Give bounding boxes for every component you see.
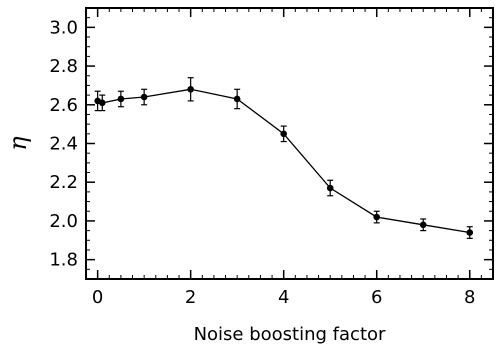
y-tick-label: 1.8	[49, 250, 78, 271]
data-point	[373, 213, 381, 221]
series-group	[94, 77, 474, 239]
plot-frame	[85, 7, 494, 280]
y-tick-label: 2.8	[49, 56, 78, 77]
y-tick-label: 2.2	[49, 172, 78, 193]
y-axis-label: η	[4, 136, 32, 151]
y-tick-label: 2.4	[49, 134, 78, 155]
x-tick-label: 2	[185, 287, 196, 308]
tick-labels: 0 2 4 6 8 1.8 2.0 2.2 2.4 2.6 2.8 3.0	[49, 17, 475, 308]
x-tick-label: 6	[371, 287, 382, 308]
data-point	[140, 93, 148, 101]
data-point	[280, 130, 287, 138]
x-tick-label: 4	[278, 287, 289, 308]
y-tick-label: 2.0	[49, 211, 78, 232]
x-axis-label: Noise boosting factor	[194, 324, 386, 345]
data-point	[233, 95, 241, 103]
series-line	[97, 88, 470, 234]
data-point	[117, 95, 125, 103]
plot-border	[85, 7, 494, 280]
data-point	[466, 229, 474, 236]
x-tick-label: 8	[464, 287, 475, 308]
y-tick-label: 3.0	[49, 17, 78, 38]
data-point	[326, 184, 334, 192]
data-point	[187, 86, 194, 93]
x-tick-label: 0	[92, 287, 103, 308]
data-point	[98, 99, 106, 107]
y-tick-label: 2.6	[49, 95, 78, 116]
data-point	[419, 221, 427, 229]
axis-ticks	[85, 7, 494, 280]
